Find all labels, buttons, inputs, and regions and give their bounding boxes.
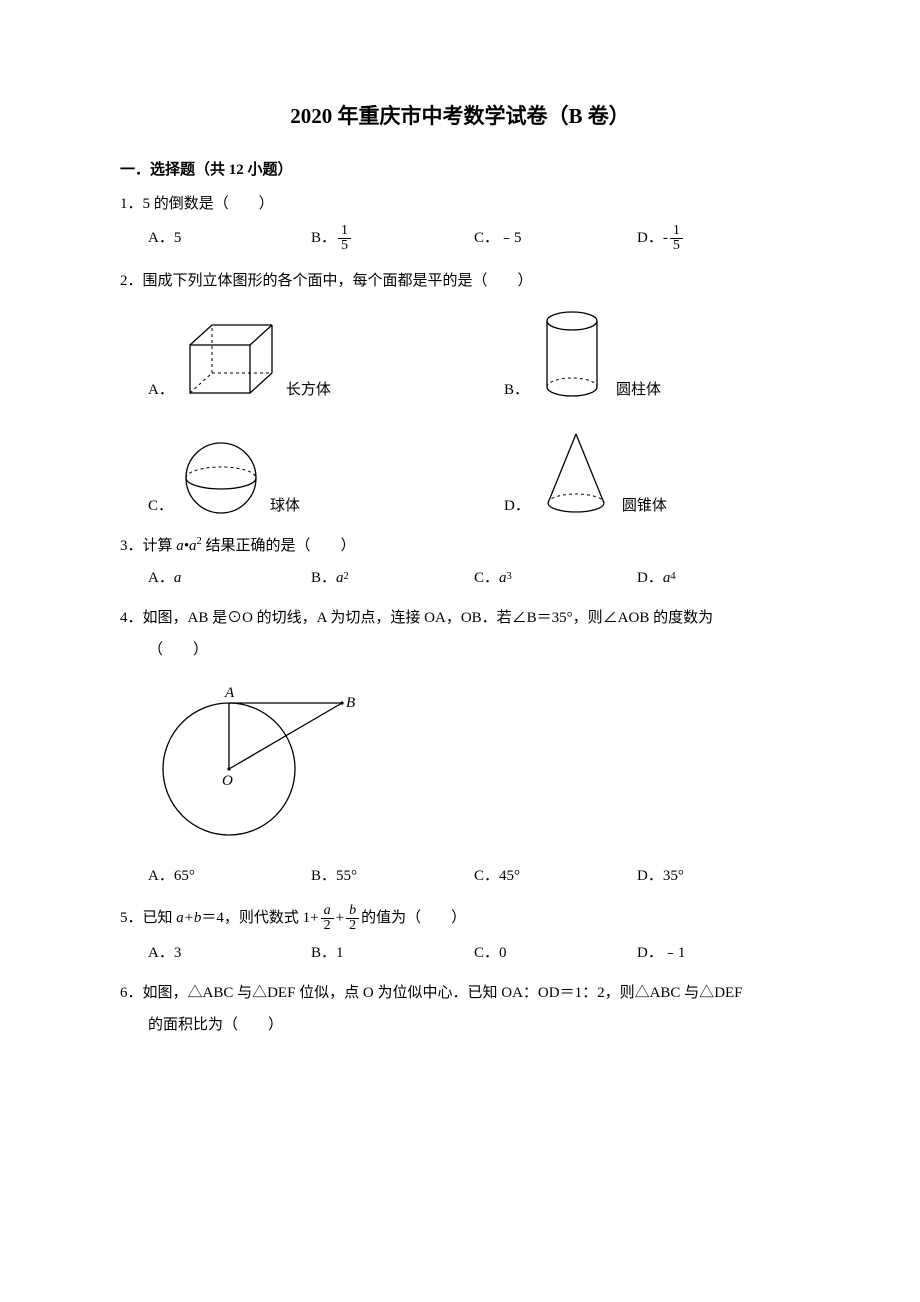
q2-text: 2．围成下列立体图形的各个面中，每个面都是平的是（ ） (120, 269, 800, 293)
question-4: 4．如图，AB 是⊙O 的切线，A 为切点，连接 OA，OB．若∠B＝35°，则… (120, 606, 800, 888)
q1-b-den: 5 (338, 239, 351, 253)
svg-text:O: O (222, 773, 233, 789)
q1-d-prefix: D． (637, 226, 663, 250)
q1-option-b: B． 1 5 (311, 224, 474, 253)
q6-text: 6．如图，△ABC 与△DEF 位似，点 O 为位似中心．已知 OA：OD＝1：… (120, 981, 800, 1005)
q3-text: 3．计算 a•a2 结果正确的是（ ） (120, 534, 800, 558)
section-1-header: 一．选择题（共 12 小题） (120, 158, 800, 182)
q3-options: A．a B．a2 C．a3 D．a4 (120, 566, 800, 590)
cylinder-icon (535, 307, 610, 402)
q5-option-b: B．1 (311, 941, 474, 965)
q2-option-a: A． 长方体 (148, 307, 444, 402)
q5-option-a: A．3 (148, 941, 311, 965)
q4-text: 4．如图，AB 是⊙O 的切线，A 为切点，连接 OA，OB．若∠B＝35°，则… (120, 606, 800, 630)
q1-b-prefix: B． (311, 226, 336, 250)
q2-d-label: 圆锥体 (622, 494, 667, 518)
q2-a-label: 长方体 (286, 378, 331, 402)
q1-d-neg: - (663, 226, 668, 250)
q2-option-d: D． 圆锥体 (504, 428, 800, 518)
q4-option-b: B．55° (311, 864, 474, 888)
q2-option-c: C． 球体 (148, 428, 444, 518)
q5-text: 5．已知 a+b＝4，则代数式 1+a2+b2的值为（ ） (120, 904, 800, 933)
q4-options: A．65° B．55° C．45° D．35° (120, 864, 800, 888)
q5-option-d: D．﹣1 (637, 941, 800, 965)
q1-option-d: D． - 1 5 (637, 224, 800, 253)
q4-text-cont: （ ） (120, 638, 800, 662)
fraction-icon: b2 (346, 904, 359, 933)
q4-option-d: D．35° (637, 864, 800, 888)
q1-b-num: 1 (338, 224, 351, 239)
q1-d-den: 5 (670, 239, 683, 253)
q1-option-a: A．5 (148, 224, 311, 253)
q1-d-num: 1 (670, 224, 683, 239)
cuboid-icon (180, 317, 280, 402)
tangent-circle-figure: A B O (148, 672, 358, 842)
q2-c-label: 球体 (270, 494, 300, 518)
svg-text:A: A (224, 685, 235, 701)
q2-b-prefix: B． (504, 378, 529, 402)
svg-text:B: B (346, 695, 355, 711)
q4-option-a: A．65° (148, 864, 311, 888)
fraction-icon: a2 (321, 904, 334, 933)
q3-option-a: A．a (148, 566, 311, 590)
q3-option-c: C．a3 (474, 566, 637, 590)
q6-text-cont: 的面积比为（ ） (120, 1013, 800, 1037)
q2-d-prefix: D． (504, 494, 530, 518)
q1-option-c: C．﹣5 (474, 224, 637, 253)
q5-options: A．3 B．1 C．0 D．﹣1 (120, 941, 800, 965)
q2-a-prefix: A． (148, 378, 174, 402)
q1-options: A．5 B． 1 5 C．﹣5 D． - 1 5 (120, 224, 800, 253)
question-5: 5．已知 a+b＝4，则代数式 1+a2+b2的值为（ ） A．3 B．1 C．… (120, 904, 800, 965)
exam-title: 2020 年重庆市中考数学试卷（B 卷） (120, 100, 800, 134)
q3-option-b: B．a2 (311, 566, 474, 590)
question-6: 6．如图，△ABC 与△DEF 位似，点 O 为位似中心．已知 OA：OD＝1：… (120, 981, 800, 1037)
q4-option-c: C．45° (474, 864, 637, 888)
question-1: 1．5 的倒数是（ ） A．5 B． 1 5 C．﹣5 D． - 1 5 (120, 192, 800, 253)
q1-text: 1．5 的倒数是（ ） (120, 192, 800, 216)
q2-b-label: 圆柱体 (616, 378, 661, 402)
question-3: 3．计算 a•a2 结果正确的是（ ） A．a B．a2 C．a3 D．a4 (120, 534, 800, 590)
cone-icon (536, 428, 616, 518)
fraction-icon: 1 5 (670, 224, 683, 253)
question-2: 2．围成下列立体图形的各个面中，每个面都是平的是（ ） A． 长方体 B． (120, 269, 800, 518)
q3-option-d: D．a4 (637, 566, 800, 590)
fraction-icon: 1 5 (338, 224, 351, 253)
sphere-icon (179, 438, 264, 518)
q5-option-c: C．0 (474, 941, 637, 965)
q2-option-b: B． 圆柱体 (504, 307, 800, 402)
q2-c-prefix: C． (148, 494, 173, 518)
